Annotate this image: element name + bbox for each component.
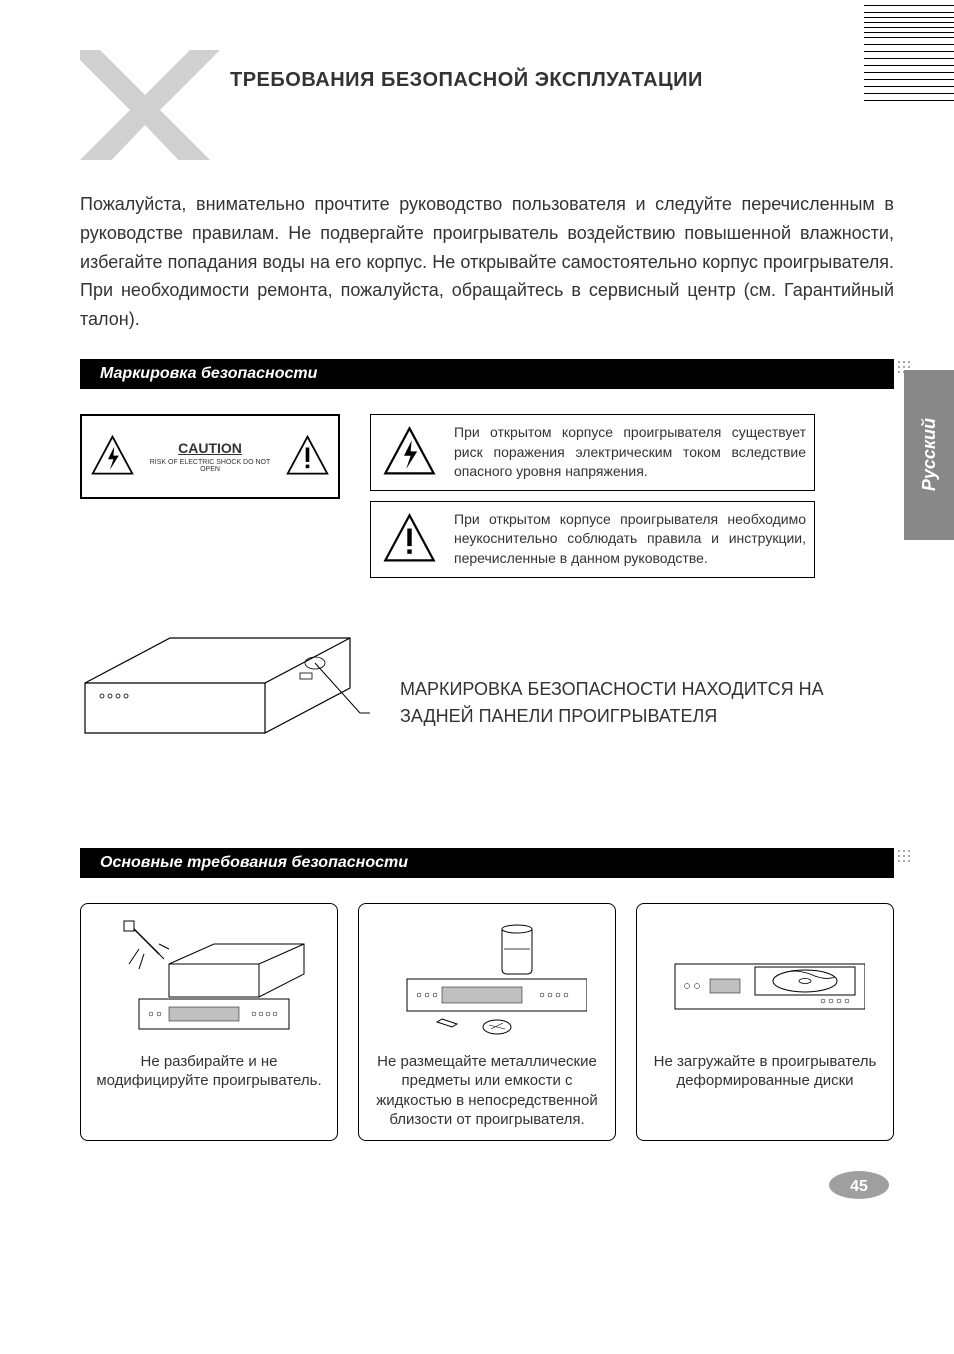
tip-liquids: Не размещайте металлические предметы или…	[358, 903, 616, 1141]
section-heading-requirements: Основные требования безопасности	[80, 848, 894, 878]
exclamation-triangle-icon	[382, 512, 437, 567]
tip-liquids-text: Не размещайте металлические предметы или…	[369, 1052, 605, 1130]
exclamation-triangle-icon	[285, 434, 330, 479]
tip-liquids-illustration	[369, 914, 605, 1044]
tip-disassemble: Не разбирайте и не модифицируйте проигры…	[80, 903, 338, 1141]
warning-shock-text: При открытом корпусе проигрывателя сущес…	[454, 423, 806, 482]
warning-exclamation-block: При открытом корпусе проигрывателя необх…	[370, 501, 815, 578]
tip-disassemble-illustration	[91, 914, 327, 1044]
section-heading-marking: Маркировка безопасности	[80, 359, 894, 389]
tip-discs-illustration	[647, 914, 883, 1044]
tip-disassemble-text: Не разбирайте и не модифицируйте проигры…	[91, 1052, 327, 1091]
shock-triangle-icon	[90, 434, 135, 479]
shock-triangle-icon	[382, 425, 437, 480]
x-icon	[80, 40, 220, 160]
device-back-illustration	[80, 618, 370, 788]
warning-shock-block: При открытом корпусе проигрывателя сущес…	[370, 414, 815, 491]
tip-discs: Не загружайте в проигрыватель деформиров…	[636, 903, 894, 1141]
section-heading-text: Основные требования безопасности	[100, 854, 408, 871]
section-heading-text: Маркировка безопасности	[100, 365, 317, 382]
intro-paragraph: Пожалуйста, внимательно прочтите руковод…	[80, 190, 894, 334]
caution-subtitle: RISK OF ELECTRIC SHOCK DO NOT OPEN	[143, 459, 277, 473]
page-number-badge: 45	[824, 1169, 894, 1201]
caution-label-box: CAUTION RISK OF ELECTRIC SHOCK DO NOT OP…	[80, 414, 340, 499]
page-number-text: 45	[850, 1178, 868, 1195]
device-caption: МАРКИРОВКА БЕЗОПАСНОСТИ НАХОДИТСЯ НА ЗАД…	[400, 676, 894, 730]
warning-exclamation-text: При открытом корпусе проигрывателя необх…	[454, 510, 806, 569]
tip-discs-text: Не загружайте в проигрыватель деформиров…	[647, 1052, 883, 1091]
page-title: ТРЕБОВАНИЯ БЕЗОПАСНОЙ ЭКСПЛУАТАЦИИ	[230, 69, 703, 92]
caution-title: CAUTION	[143, 440, 277, 456]
